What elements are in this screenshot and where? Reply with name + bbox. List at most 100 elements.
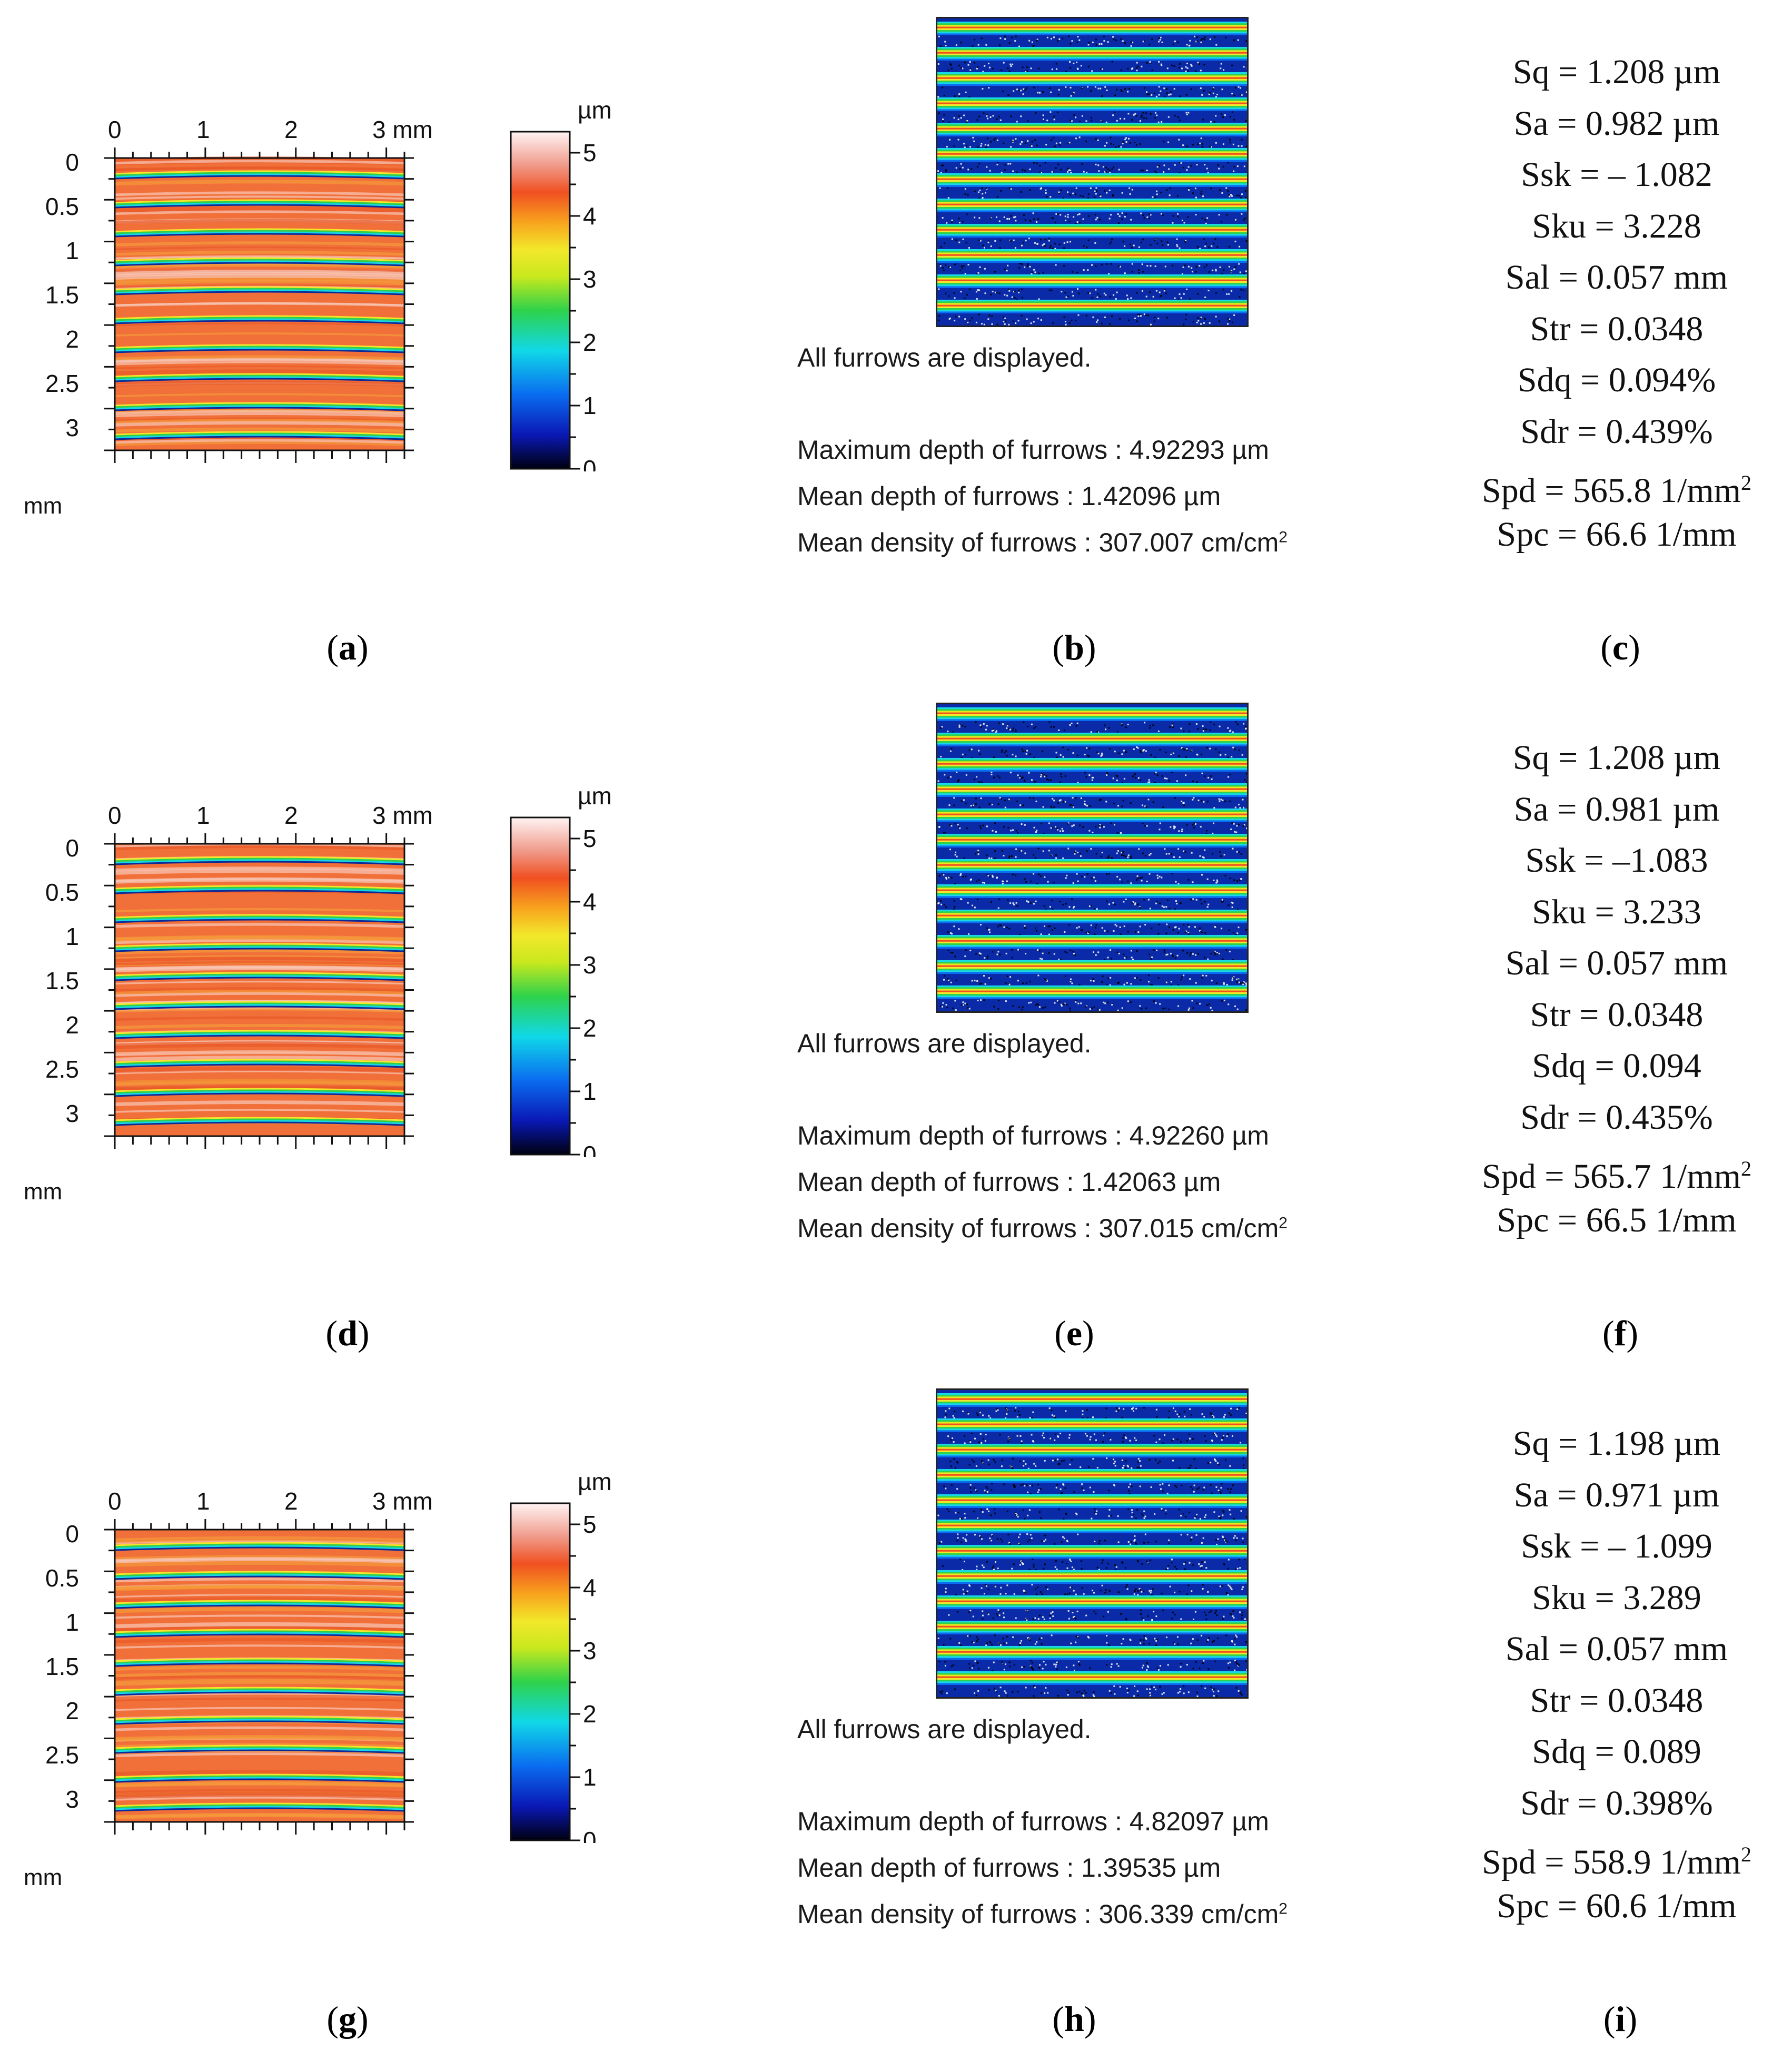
- colorbar-tick-label: 4: [583, 888, 597, 915]
- roughness-parameter: Sdr = 0.439%: [1422, 406, 1792, 458]
- height-map-image: [114, 843, 405, 1137]
- y-axis-unit: mm: [24, 1179, 62, 1205]
- mean-density-text: Mean density of furrows : 307.015 cm/cm2: [797, 1213, 1288, 1244]
- roughness-parameter: Str = 0.0348: [1422, 303, 1792, 355]
- parameter-value: Spc = 66.6 1/mm: [1497, 515, 1737, 554]
- roughness-parameter: Sku = 3.289: [1422, 1572, 1792, 1624]
- colorbar-tick-label: 5: [583, 825, 597, 852]
- x-tick-label: 2: [284, 116, 298, 143]
- roughness-parameter: Sdq = 0.094: [1422, 1040, 1792, 1092]
- parameter-value: Sa = 0.982 µm: [1513, 104, 1720, 143]
- roughness-parameter: Ssk = – 1.082: [1422, 149, 1792, 201]
- furrow-map-image: [936, 1388, 1249, 1699]
- y-tick-label: 2: [65, 1011, 79, 1039]
- furrow-analysis-panel: All furrows are displayed. Maximum depth…: [790, 0, 1422, 606]
- furrow-map-image: [936, 17, 1249, 327]
- colorbar-tick-label: 0: [583, 1827, 597, 1843]
- map-axis-ticks: [104, 1519, 414, 1835]
- height-map-image: [114, 156, 405, 451]
- colorbar-scale: µm 5 4 3 2 1 0: [509, 96, 612, 492]
- mean-depth-text: Mean depth of furrows : 1.39535 µm: [797, 1853, 1221, 1882]
- x-tick-labels: 0 1 2 3 mm: [108, 1487, 433, 1515]
- colorbar-tick-label: 1: [583, 392, 597, 419]
- roughness-parameter: Sq = 1.208 µm: [1422, 46, 1792, 98]
- x-tick-label: 3 mm: [372, 1487, 433, 1515]
- y-tick-label: 1.5: [45, 967, 79, 994]
- surface-height-map: 0 1 2 3 mm 0 0.5 1 1.5 2 2.5 3 mm: [0, 1372, 612, 1898]
- parameter-exponent: 2: [1740, 471, 1751, 495]
- colorbar-tick-label: 3: [583, 265, 597, 293]
- subfigure-label-left: (d): [325, 1313, 370, 1353]
- roughness-parameter: Ssk = –1.083: [1422, 835, 1792, 886]
- density-exponent: 2: [1279, 1214, 1288, 1232]
- roughness-parameter: Sdr = 0.398%: [1422, 1778, 1792, 1829]
- colorbar-svg: µm 5 4 3 2 1 0: [510, 96, 612, 471]
- map-axis-ticks: [104, 833, 414, 1149]
- parameter-value: Ssk = – 1.082: [1521, 155, 1712, 194]
- roughness-parameter: Spd = 565.8 1/mm2: [1422, 457, 1792, 510]
- parameter-value: Sdr = 0.439%: [1520, 412, 1713, 451]
- max-depth-text: Maximum depth of furrows : 4.92260 µm: [797, 1121, 1269, 1150]
- y-tick-label: 1.5: [45, 281, 79, 309]
- y-tick-label: 0: [65, 149, 79, 176]
- density-exponent: 2: [1279, 528, 1288, 546]
- mean-density-value: Mean density of furrows : 307.015 cm/cm: [797, 1214, 1279, 1243]
- figure-row-2: 0 1 2 3 mm 0 0.5 1 1.5 2 2.5 3 mm: [0, 686, 1792, 1372]
- parameter-value: Sdq = 0.094: [1532, 1047, 1701, 1085]
- height-map-image: [114, 1529, 405, 1823]
- roughness-parameter: Sq = 1.208 µm: [1422, 732, 1792, 784]
- colorbar-tick-label: 2: [583, 1700, 597, 1728]
- parameter-value: Sdr = 0.435%: [1520, 1098, 1713, 1137]
- roughness-parameter: Sdr = 0.435%: [1422, 1092, 1792, 1144]
- parameter-value: Sku = 3.289: [1532, 1578, 1701, 1617]
- parameter-value: Spd = 565.7 1/mm: [1482, 1157, 1741, 1196]
- y-tick-label: 3: [65, 1786, 79, 1813]
- y-axis-unit: mm: [24, 1865, 62, 1890]
- mean-depth-text: Mean depth of furrows : 1.42096 µm: [797, 481, 1221, 511]
- mean-density-text: Mean density of furrows : 307.007 cm/cm2: [797, 527, 1288, 558]
- parameter-value: Spd = 565.8 1/mm: [1482, 471, 1741, 510]
- y-tick-labels: 0 0.5 1 1.5 2 2.5 3: [45, 1520, 79, 1813]
- subfigure-label-left: (a): [326, 627, 369, 667]
- parameter-value: Str = 0.0348: [1530, 309, 1704, 348]
- subfigure-label-right: (i): [1603, 1999, 1638, 2039]
- y-tick-label: 0.5: [45, 1564, 79, 1592]
- colorbar-tick-label: 0: [583, 455, 597, 471]
- parameter-value: Ssk = –1.083: [1525, 841, 1708, 880]
- y-tick-label: 1.5: [45, 1653, 79, 1680]
- y-tick-label: 2: [65, 326, 79, 353]
- parameter-value: Spc = 60.6 1/mm: [1497, 1886, 1737, 1925]
- subfigure-label-middle: (e): [1054, 1313, 1094, 1353]
- furrow-map-svg: [937, 1390, 1249, 1697]
- y-tick-label: 3: [65, 1100, 79, 1127]
- roughness-parameter: Sq = 1.198 µm: [1422, 1418, 1792, 1470]
- roughness-parameter: Sdq = 0.094%: [1422, 354, 1792, 406]
- colorbar-unit: µm: [578, 782, 612, 810]
- parameter-value: Sq = 1.208 µm: [1512, 53, 1721, 91]
- colorbar-svg: µm 5 4 3 2 1 0: [510, 1468, 612, 1843]
- roughness-parameter: Spc = 66.6 1/mm: [1422, 509, 1792, 560]
- roughness-parameter: Sal = 0.057 mm: [1422, 938, 1792, 989]
- map-axis-ticks: [104, 147, 414, 463]
- x-tick-label: 3 mm: [372, 116, 433, 143]
- roughness-parameter: Sku = 3.233: [1422, 886, 1792, 938]
- y-tick-label: 3: [65, 414, 79, 441]
- parameter-value: Str = 0.0348: [1530, 995, 1704, 1034]
- roughness-parameter: Ssk = – 1.099: [1422, 1521, 1792, 1572]
- y-tick-label: 2.5: [45, 370, 79, 397]
- parameter-exponent: 2: [1740, 1842, 1751, 1866]
- y-tick-label: 2: [65, 1697, 79, 1724]
- x-tick-label: 1: [196, 1487, 210, 1515]
- parameter-value: Spc = 66.5 1/mm: [1497, 1200, 1737, 1239]
- furrow-map-image: [936, 703, 1249, 1013]
- colorbar-tick-label: 1: [583, 1078, 597, 1105]
- subfigure-label-right: (c): [1600, 627, 1640, 667]
- mean-density-value: Mean density of furrows : 306.339 cm/cm: [797, 1899, 1279, 1929]
- colorbar-unit: µm: [578, 96, 612, 124]
- parameter-value: Sal = 0.057 mm: [1505, 1630, 1728, 1668]
- parameter-value: Sq = 1.208 µm: [1512, 738, 1721, 777]
- surface-map-svg: 0 1 2 3 mm 0 0.5 1 1.5 2 2.5 3 mm: [24, 116, 433, 519]
- furrow-analysis-panel: All furrows are displayed. Maximum depth…: [790, 1372, 1422, 1977]
- parameter-value: Sa = 0.971 µm: [1513, 1475, 1720, 1514]
- x-tick-label: 3 mm: [372, 802, 433, 829]
